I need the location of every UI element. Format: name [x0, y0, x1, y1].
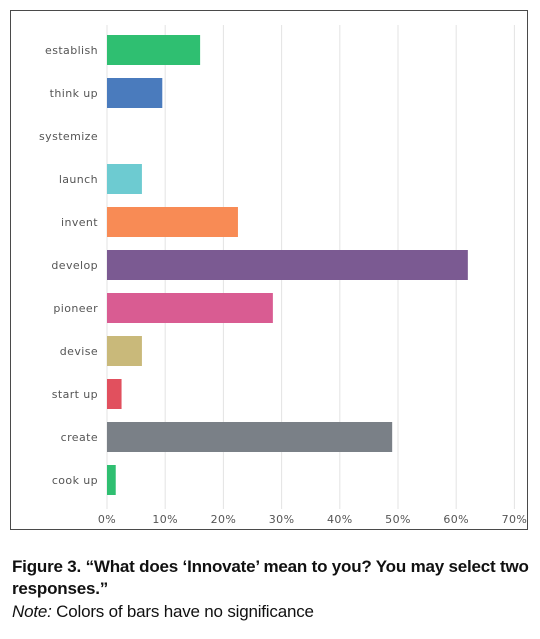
figure-caption: Figure 3. “What does ‘Innovate’ mean to … [12, 556, 532, 623]
x-tick-label: 40% [327, 513, 353, 526]
bar-devise [107, 336, 142, 366]
note-text: Colors of bars have no significance [51, 602, 314, 621]
bar-develop [107, 250, 468, 280]
note-label: Note: [12, 602, 52, 621]
category-label: create [61, 431, 98, 444]
category-label: cook up [52, 474, 98, 487]
x-tick-label: 0% [98, 513, 116, 526]
x-tick-label: 50% [385, 513, 411, 526]
bar-cook-up [107, 465, 116, 495]
x-tick-label: 30% [269, 513, 295, 526]
bar-establish [107, 35, 201, 65]
x-tick-label: 60% [443, 513, 469, 526]
bar-start-up [107, 379, 122, 409]
bar-invent [107, 207, 238, 237]
category-label: think up [50, 87, 98, 100]
bars [107, 35, 468, 495]
category-label: systemize [39, 130, 98, 143]
category-labels: establish think up systemize launch invent de… [39, 44, 98, 487]
figure-note: Note: Colors of bars have no significanc… [12, 601, 532, 623]
category-label: develop [51, 259, 98, 272]
x-tick-labels: 0% 10% 20% 30% 40% 50% 60% 70% [98, 513, 527, 526]
bar-pioneer [107, 293, 273, 323]
category-label: devise [60, 345, 98, 358]
x-tick-label: 10% [152, 513, 178, 526]
category-label: pioneer [53, 302, 98, 315]
x-tick-label: 20% [211, 513, 237, 526]
category-label: invent [61, 216, 98, 229]
category-label: establish [45, 44, 98, 57]
chart-frame: establish think up systemize launch invent de… [10, 10, 528, 530]
bar-think-up [107, 78, 163, 108]
figure-title: Figure 3. “What does ‘Innovate’ mean to … [12, 557, 529, 598]
x-tick-label: 70% [502, 513, 528, 526]
bar-create [107, 422, 393, 452]
bar-launch [107, 164, 142, 194]
category-label: launch [59, 173, 98, 186]
bar-chart: establish think up systemize launch invent de… [39, 25, 527, 526]
category-label: start up [52, 388, 98, 401]
